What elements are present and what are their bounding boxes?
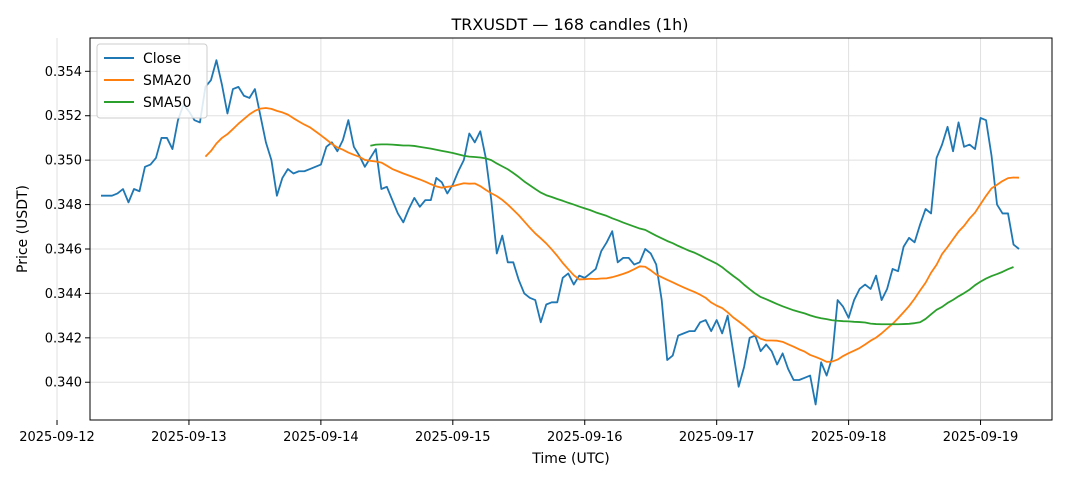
series-line-close <box>100 59 1020 406</box>
y-tick-label: 0.348 <box>45 198 82 213</box>
y-tick-label: 0.352 <box>45 109 82 124</box>
legend-box <box>96 43 208 119</box>
legend-label-sma20: SMA20 <box>143 73 191 89</box>
x-tick-label: 2025-09-18 <box>811 430 887 445</box>
x-tick-label: 2025-09-12 <box>19 430 95 445</box>
axis-ticks: 2025-09-12 2025-09-13 2025-09-14 2025-09-15… <box>19 65 1018 445</box>
x-tick-label: 2025-09-14 <box>283 430 359 445</box>
x-tick-label: 2025-09-17 <box>679 430 755 445</box>
legend-label-close: Close <box>143 51 181 67</box>
x-axis-label: Time (UTC) <box>531 451 609 467</box>
grid-lines <box>56 38 1052 420</box>
legend-label-sma50: SMA50 <box>143 95 191 111</box>
y-tick-label: 0.350 <box>45 154 82 169</box>
y-tick-label: 0.346 <box>45 242 82 257</box>
series-lines <box>100 59 1020 406</box>
y-tick-label: 0.354 <box>45 65 82 80</box>
x-tick-label: 2025-09-13 <box>151 430 227 445</box>
y-tick-label: 0.342 <box>45 331 82 346</box>
x-tick-label: 2025-09-15 <box>415 430 491 445</box>
x-tick-label: 2025-09-19 <box>943 430 1019 445</box>
y-tick-label: 0.344 <box>45 287 82 302</box>
series-line-sma50 <box>370 143 1014 326</box>
series-line-sma20 <box>204 107 1020 363</box>
y-tick-label: 0.340 <box>45 376 82 391</box>
legend: Close SMA20 SMA50 <box>96 43 208 119</box>
chart-title: TRXUSDT — 168 candles (1h) <box>450 15 688 34</box>
x-tick-label: 2025-09-16 <box>547 430 623 445</box>
plot-frame <box>89 37 1053 421</box>
y-axis-label: Price (USDT) <box>15 185 31 273</box>
